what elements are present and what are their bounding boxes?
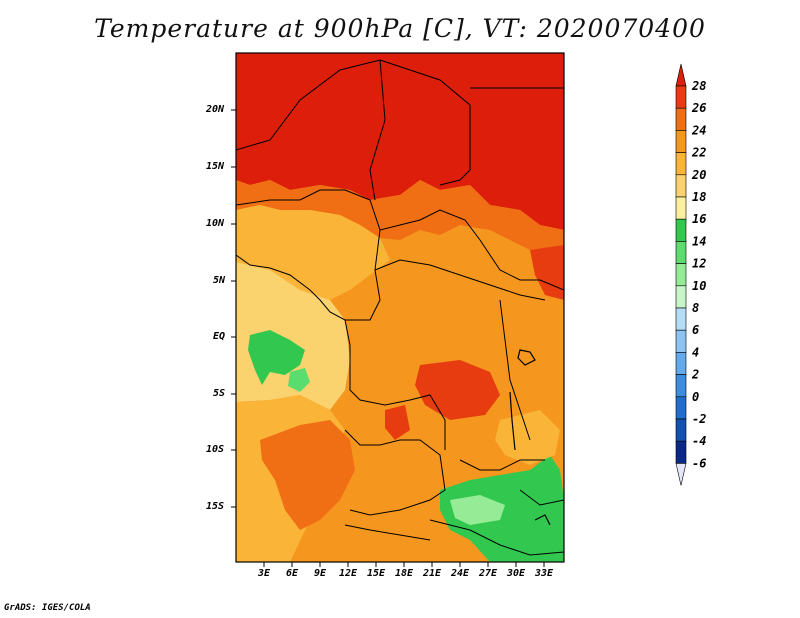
colorbar-label: 20 — [691, 168, 706, 182]
colorbar-label: 2 — [691, 368, 699, 382]
colorbar-swatch — [675, 85, 687, 109]
lat-label: 20N — [206, 104, 225, 115]
lon-label: 12E — [339, 568, 358, 579]
colorbar-swatch — [675, 396, 687, 420]
lat-label: 10N — [206, 218, 225, 229]
lon-label: 30E — [507, 568, 526, 579]
colorbar-label: 6 — [692, 323, 699, 337]
lon-label: 9E — [314, 568, 327, 579]
colorbar-top-arrow — [675, 63, 687, 87]
colorbar-label: 22 — [691, 146, 706, 160]
colorbar-swatch — [675, 440, 687, 464]
lon-label: 21E — [423, 568, 442, 579]
colorbar-swatch — [675, 329, 687, 353]
colorbar-label: 24 — [691, 123, 706, 137]
colorbar-label: 4 — [692, 345, 699, 359]
lon-label: 27E — [479, 568, 498, 579]
colorbar-swatch — [675, 418, 687, 442]
axis-ticks — [231, 109, 545, 567]
colorbar-label: 8 — [692, 301, 699, 315]
colorbar-label: 10 — [692, 279, 706, 293]
colorbar-swatch — [675, 218, 687, 242]
country-borders — [236, 59, 564, 556]
lon-label: 3E — [258, 568, 271, 579]
lakes — [509, 349, 551, 526]
colorbar-swatch — [675, 130, 687, 153]
temperature-field — [236, 53, 564, 562]
lon-label: 15E — [367, 568, 386, 579]
lat-label: 5S — [213, 388, 226, 399]
lon-label: 18E — [395, 568, 414, 579]
lat-label: EQ — [213, 331, 226, 342]
lat-label: 15S — [206, 501, 225, 512]
colorbar-swatch — [675, 152, 687, 176]
colorbar-swatch — [675, 174, 687, 198]
colorbar-swatch — [675, 263, 687, 287]
colorbar-swatch — [675, 107, 687, 131]
lat-label: 10S — [206, 444, 225, 455]
colorbar-label: 26 — [691, 101, 706, 115]
map-frame — [235, 52, 565, 563]
colorbar-label: 14 — [692, 234, 706, 248]
colorbar-label: -2 — [692, 412, 706, 426]
colorbar-bottom-arrow — [675, 463, 687, 486]
colorbar-swatch — [675, 374, 687, 398]
colorbar-label: 28 — [691, 79, 706, 93]
colorbar-label: -6 — [692, 456, 706, 470]
lat-label: 5N — [213, 275, 226, 286]
colorbar-label: 16 — [692, 212, 706, 226]
colorbar-swatch — [675, 196, 687, 220]
lon-label: 6E — [286, 568, 299, 579]
colorbar-label: -4 — [692, 434, 706, 448]
lon-label: 33E — [535, 568, 554, 579]
colorbar-label: 0 — [692, 390, 699, 404]
lat-label: 15N — [206, 161, 225, 172]
lon-label: 24E — [451, 568, 470, 579]
colorbar-label: 18 — [692, 190, 706, 204]
colorbar-swatch — [675, 307, 687, 331]
grads-credit: GrADS: IGES/COLA — [4, 603, 91, 613]
map-title: Temperature at 900hPa [C], VT: 202007040… — [94, 14, 706, 43]
colorbar-swatch — [675, 352, 687, 375]
colorbar-swatch — [675, 241, 687, 264]
colorbar-swatch — [675, 285, 687, 309]
colorbar-label: 12 — [692, 257, 706, 271]
